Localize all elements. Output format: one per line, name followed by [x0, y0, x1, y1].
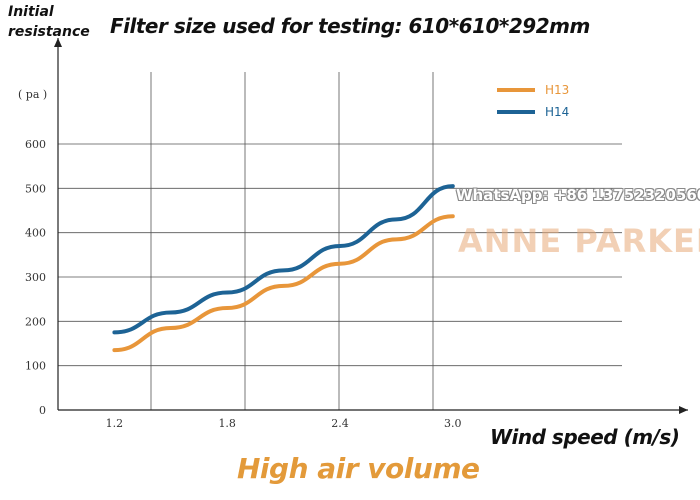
x-tick-label: 1.2 [106, 417, 124, 430]
y-axis-unit: ( pa ) [18, 88, 48, 101]
legend-label-h13: H13 [545, 83, 569, 97]
y-tick-label: 0 [39, 404, 46, 417]
y-tick-label: 400 [25, 227, 46, 240]
x-tick-label: 3.0 [444, 417, 462, 430]
watermark-brand: ANNE PARKER [458, 222, 700, 260]
legend-label-h14: H14 [545, 105, 569, 119]
x-tick-label: 1.8 [218, 417, 236, 430]
y-axis-arrow [54, 38, 62, 47]
x-axis-arrow [679, 406, 688, 414]
y-axis-label: Initial resistance [8, 4, 90, 40]
x-axis-label: Wind speed (m/s) [490, 425, 680, 449]
x-tick-label: 2.4 [331, 417, 349, 430]
series-line-h13 [112, 214, 455, 353]
y-tick-label: 500 [25, 182, 46, 195]
y-tick-label: 600 [25, 138, 46, 151]
chart-title: Filter size used for testing: 610*610*29… [110, 14, 590, 38]
series-line-h14 [112, 184, 455, 335]
watermark-contact: WhatsApp: +86 13752320560 [456, 186, 700, 204]
y-tick-label: 100 [25, 360, 46, 373]
footer-caption: High air volume [237, 452, 480, 485]
y-tick-label: 200 [25, 315, 46, 328]
y-tick-label: 300 [25, 271, 46, 284]
